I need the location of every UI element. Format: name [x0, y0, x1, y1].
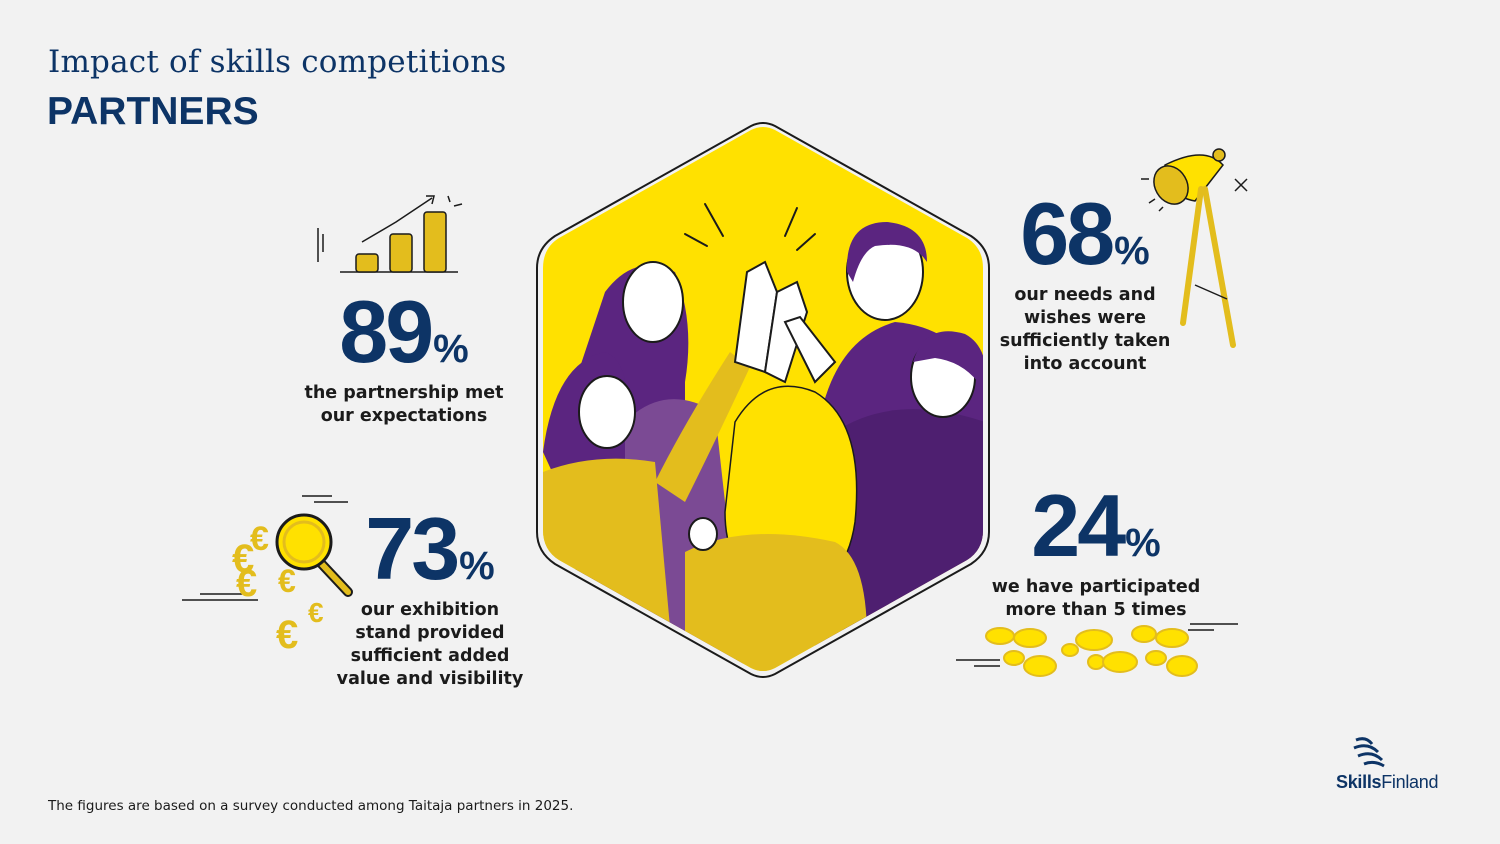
stat-partnership-expectations: 89% the partnership met our expectations: [294, 288, 514, 428]
stat-participation: 24% we have participated more than 5 tim…: [990, 482, 1202, 622]
bar-chart-growth-icon: [317, 195, 463, 273]
stat-exhibition-value: 73% our exhibition stand provided suffic…: [330, 505, 530, 691]
logo-text: SkillsFinland: [1336, 772, 1439, 792]
footnote: The figures are based on a survey conduc…: [48, 798, 574, 814]
svg-text:€: €: [250, 520, 269, 558]
magnifier-euro-icon: € € € € € €: [182, 495, 353, 657]
footprints-icon: [956, 623, 1238, 677]
spotlight-icon: [1141, 148, 1248, 348]
logo-mark-icon: [1353, 737, 1385, 768]
svg-text:€: €: [308, 597, 324, 628]
stat-needs-taken-into-account: 68% our needs and wishes were sufficient…: [990, 190, 1180, 376]
page-title: Impact of skills competitions: [48, 44, 507, 80]
stat-value: 73%: [365, 499, 495, 598]
stat-description: our needs and wishes were sufficiently t…: [999, 285, 1171, 374]
stat-description: our exhibition stand provided sufficient…: [336, 600, 524, 689]
high-five-illustration: [536, 122, 990, 678]
svg-text:€: €: [276, 613, 298, 657]
svg-text:€: €: [232, 537, 254, 581]
skillsfinland-logo: SkillsFinland: [1336, 734, 1440, 794]
stat-description: the partnership met our expectations: [304, 383, 504, 426]
stat-description: we have participated more than 5 times: [991, 577, 1201, 620]
stat-value: 89%: [339, 282, 469, 381]
page-subtitle: PARTNERS: [47, 90, 259, 133]
stat-value: 24%: [1031, 476, 1161, 575]
svg-text:€: €: [278, 563, 296, 599]
svg-text:€: €: [236, 563, 257, 605]
stat-value: 68%: [1020, 184, 1150, 283]
